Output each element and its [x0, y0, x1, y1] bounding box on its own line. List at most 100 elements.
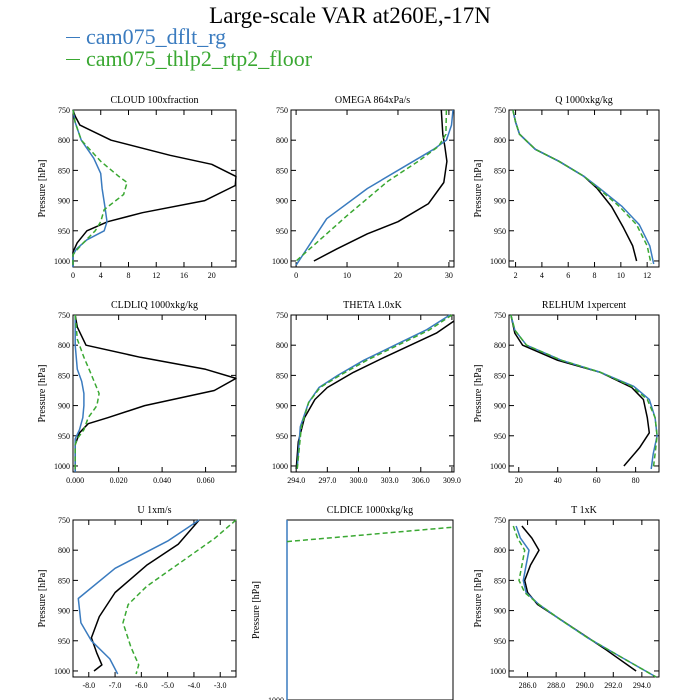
series-line-3 — [72, 109, 128, 267]
panel-7: U 1xm/s Pressure [hPa] 750 800 850 900 950 1000… — [37, 505, 237, 690]
x-tick-label: 20 — [208, 271, 216, 280]
y-tick-label: 950 — [494, 637, 506, 646]
y-tick-label: 1000 — [54, 257, 70, 266]
y-axis-label: Pressure [hPa] — [37, 364, 48, 422]
legend-swatch-2 — [66, 58, 80, 60]
x-tick-label: 4 — [99, 271, 103, 280]
y-tick-label: 950 — [276, 432, 288, 441]
y-tick-label: 800 — [58, 546, 70, 555]
x-tick-label: 297.0 — [318, 476, 336, 485]
y-tick-label: 750 — [58, 516, 70, 525]
y-tick-label: 1000 — [54, 667, 70, 676]
x-tick-label: 4 — [540, 271, 544, 280]
series-line-1 — [72, 109, 237, 267]
y-tick-label: 950 — [58, 227, 70, 236]
x-tick-label: 0.060 — [197, 476, 215, 485]
series-line-3 — [295, 109, 448, 262]
panel-title: THETA 1.0xK — [343, 300, 402, 311]
x-tick-label: 292.0 — [604, 681, 622, 690]
x-tick-label: 294.0 — [633, 681, 651, 690]
x-tick-label: 6 — [566, 271, 570, 280]
x-tick-label: 8 — [593, 271, 597, 280]
y-tick-label: 1000 — [490, 462, 506, 471]
x-tick-label: 10 — [617, 271, 625, 280]
x-tick-label: -4.0 — [188, 681, 201, 690]
series-line-1 — [74, 314, 237, 472]
panel-4: CLDLIQ 1000xkg/kg Pressure [hPa] 750 800 850… — [37, 300, 237, 485]
series-line-2 — [74, 315, 85, 472]
series-line-1 — [90, 519, 200, 672]
series-line-1 — [521, 525, 637, 672]
series-line-3 — [512, 109, 652, 265]
legend-swatch-1 — [66, 36, 80, 38]
y-tick-label: 950 — [276, 227, 288, 236]
x-tick-label: -3.0 — [214, 681, 227, 690]
x-tick-label: 60 — [593, 476, 601, 485]
y-tick-label: 850 — [494, 166, 506, 175]
y-tick-label: 1000 — [54, 462, 70, 471]
series-line-2 — [512, 109, 655, 265]
y-tick-label: 850 — [58, 371, 70, 380]
y-tick-label: 850 — [276, 371, 288, 380]
panel-frame — [508, 519, 660, 678]
panel-frame — [72, 519, 237, 678]
y-tick-label: 850 — [494, 371, 506, 380]
legend-label-2: cam075_thlp2_rtp2_floor — [86, 46, 313, 71]
y-tick-label: 800 — [494, 136, 506, 145]
x-tick-label: 80 — [632, 476, 640, 485]
x-tick-label: -7.0 — [109, 681, 122, 690]
panel-title: CLDLIQ 1000xkg/kg — [111, 300, 198, 311]
y-tick-label: 900 — [58, 402, 70, 411]
x-tick-label: 8 — [126, 271, 130, 280]
y-tick-label: 950 — [494, 227, 506, 236]
panel-frame — [286, 519, 454, 700]
y-tick-label: 800 — [58, 341, 70, 350]
x-tick-label: 40 — [554, 476, 562, 485]
x-tick-label: 12 — [643, 271, 651, 280]
series-line-3 — [74, 314, 100, 472]
x-tick-label: 0.000 — [66, 476, 84, 485]
y-tick-label: 750 — [494, 106, 506, 115]
x-tick-label: 0 — [294, 271, 298, 280]
panel-title: RELHUM 1xpercent — [542, 300, 626, 311]
y-tick-label: 750 — [58, 106, 70, 115]
x-tick-label: 309.0 — [443, 476, 461, 485]
y-tick-label: 800 — [276, 136, 288, 145]
series-line-3 — [512, 525, 657, 678]
panel-frame — [72, 109, 237, 268]
panel-title: Q 1000xkg/kg — [555, 95, 613, 106]
x-tick-label: 294.0 — [287, 476, 305, 485]
legend: cam075_dflt_rg cam075_thlp2_rtp2_floor — [66, 24, 313, 71]
panel-title: OMEGA 864xPa/s — [335, 95, 410, 106]
y-tick-label: 850 — [494, 576, 506, 585]
series-line-2 — [286, 526, 454, 543]
series-line-1 — [512, 109, 638, 262]
series-line-1 — [313, 109, 448, 262]
y-tick-label: 900 — [494, 402, 506, 411]
y-tick-label: 1000 — [272, 257, 288, 266]
series-line-3 — [510, 314, 658, 470]
y-tick-label: 900 — [58, 197, 70, 206]
legend-item-2: cam075_thlp2_rtp2_floor — [66, 46, 313, 71]
x-tick-label: 288.0 — [547, 681, 565, 690]
y-tick-label: 750 — [494, 311, 506, 320]
panel-frame — [508, 314, 660, 473]
y-tick-label: 950 — [494, 432, 506, 441]
y-tick-label: 800 — [58, 136, 70, 145]
x-tick-label: 20 — [515, 476, 523, 485]
x-tick-label: 2 — [514, 271, 518, 280]
panel-9: T 1xK Pressure [hPa] 750 800 850 900 950 1000 28… — [473, 505, 660, 690]
panel-frame — [72, 314, 237, 473]
series-line-2 — [72, 109, 108, 267]
y-tick-label: 750 — [276, 311, 288, 320]
x-tick-label: 20 — [394, 271, 402, 280]
y-tick-label: 850 — [276, 166, 288, 175]
y-tick-label: 750 — [494, 516, 506, 525]
y-axis-label: Pressure [hPa] — [37, 569, 48, 627]
panel-frame — [508, 109, 660, 268]
y-tick-label: 800 — [494, 341, 506, 350]
panel-frame — [290, 109, 455, 268]
panel-6: RELHUM 1xpercent Pressure [hPa] 750 800 850 9… — [473, 300, 660, 485]
y-tick-label: 1000 — [272, 462, 288, 471]
y-axis-label: Pressure [hPa] — [251, 581, 262, 639]
